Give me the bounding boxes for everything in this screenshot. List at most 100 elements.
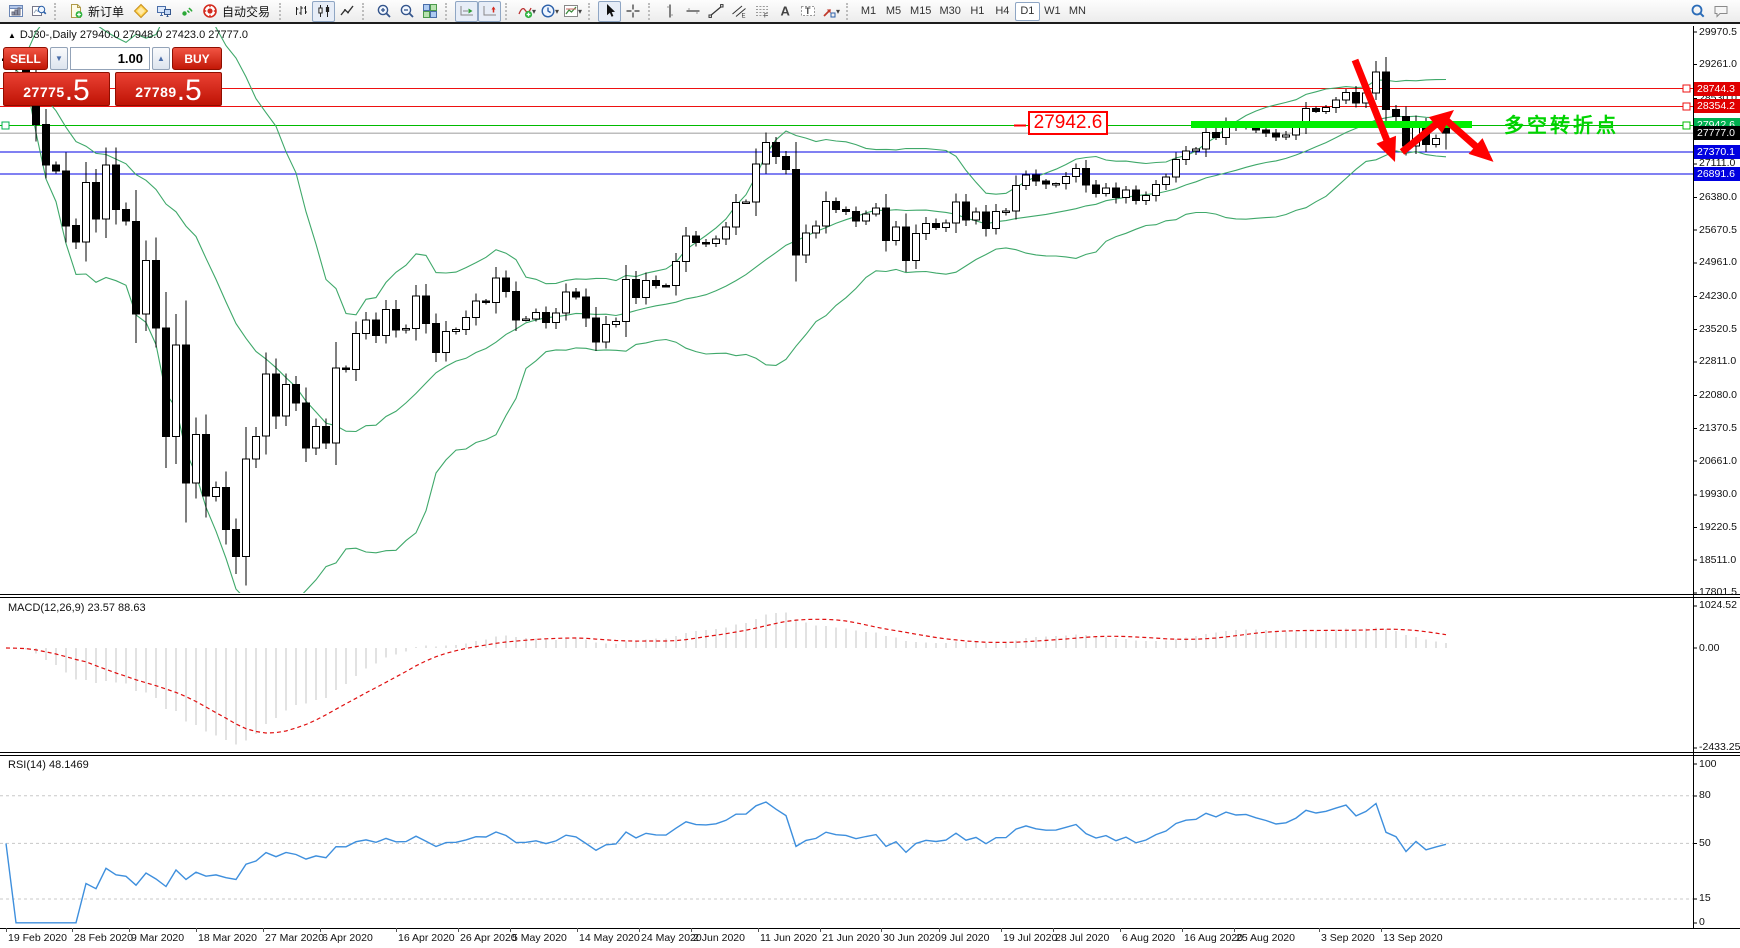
toolbar-separator <box>588 2 594 20</box>
annotation-price-label[interactable]: 27942.6 <box>1028 111 1108 135</box>
vertical-line-icon <box>666 4 673 18</box>
chevron-down-icon: ▾ <box>836 6 841 16</box>
bar-chart-icon <box>295 6 307 15</box>
shapes-button[interactable]: ▾ <box>819 1 842 22</box>
timeframe-m15-button[interactable]: M15 <box>906 2 935 21</box>
timeframe-d1-button[interactable]: D1 <box>1014 1 1040 21</box>
timeframe-m30-button[interactable]: M30 <box>935 2 964 21</box>
timeframe-m5-button[interactable]: M5 <box>881 2 906 21</box>
timeframe-w1-button[interactable]: W1 <box>1040 2 1065 21</box>
support-band[interactable] <box>1191 121 1472 128</box>
chevron-down-icon: ▾ <box>532 6 537 16</box>
volume-increase-button[interactable]: ▲ <box>152 47 170 70</box>
candlestick-chart-icon <box>317 5 329 17</box>
sell-price[interactable]: 27775.5 <box>3 72 110 106</box>
buy-price-frac: .5 <box>176 74 202 107</box>
equidistant-channel-button[interactable]: E <box>727 1 750 22</box>
buy-button[interactable]: BUY <box>172 47 222 70</box>
bar-chart-button[interactable] <box>289 1 312 22</box>
templates-icon <box>564 5 579 17</box>
candlesticks <box>2 55 1450 586</box>
new-order-label: 新订单 <box>88 4 125 19</box>
autotrading-button[interactable] <box>198 1 221 22</box>
signals-button[interactable] <box>175 1 198 22</box>
label-button[interactable]: T <box>796 1 819 22</box>
toolbar-separator <box>505 2 511 20</box>
macd-indicator-label: MACD(12,26,9) 23.57 88.63 <box>8 602 146 614</box>
line-anchor-marker[interactable] <box>1 121 10 130</box>
forecast-arrow[interactable] <box>1351 58 1494 162</box>
horizontal-level-lines[interactable] <box>0 87 1693 175</box>
text-button[interactable]: A <box>773 1 796 22</box>
mql5-market-button[interactable] <box>129 1 152 22</box>
cursor-button[interactable] <box>598 0 622 22</box>
timeframe-m1-button[interactable]: M1 <box>856 2 881 21</box>
new-order-icon <box>70 4 82 18</box>
line-anchor-marker[interactable] <box>1682 121 1691 130</box>
new-order-button[interactable] <box>64 1 87 22</box>
indicators-button[interactable]: ▾ <box>515 1 538 22</box>
toolbar-separator <box>54 2 60 20</box>
line-anchor-marker[interactable] <box>1682 102 1691 111</box>
svg-text:E: E <box>741 14 745 20</box>
auto-scroll-button[interactable] <box>455 0 479 22</box>
virtual-hosting-button[interactable] <box>152 1 175 22</box>
zoom-out-icon <box>400 4 414 18</box>
timeframe-h1-button[interactable]: H1 <box>965 2 990 21</box>
zoom-out-button[interactable] <box>395 1 418 22</box>
toolbar-separator <box>648 2 654 20</box>
zoom-in-icon <box>377 4 391 18</box>
line-chart-button[interactable] <box>335 1 358 22</box>
periods-button[interactable]: ▾ <box>538 1 561 22</box>
trendline-button[interactable] <box>704 1 727 22</box>
chart-profiles-button[interactable] <box>27 1 50 22</box>
cursor-icon <box>606 4 615 17</box>
chevron-down-icon: ▾ <box>555 6 560 16</box>
toolbar-separator <box>445 2 451 20</box>
fibonacci-button[interactable]: F <box>750 1 773 22</box>
new-chart-window-button[interactable] <box>4 1 27 22</box>
toolbar: 新订单 自动交易 ▾ ▾ ▾ E F A T ▾ M1 M5 M15 M30 H1 H4 D1 W1 MN <box>0 0 1740 24</box>
search-icon <box>1691 4 1704 18</box>
bollinger-middle-band <box>5 60 1447 433</box>
buy-price-int: 27789 <box>135 84 177 100</box>
toolbar-separator <box>846 2 852 20</box>
trendline-icon <box>708 4 724 18</box>
candlestick-chart-button[interactable] <box>312 0 336 22</box>
zoom-in-button[interactable] <box>372 1 395 22</box>
horizontal-line-icon <box>686 8 700 14</box>
line-anchor-marker[interactable] <box>1682 84 1691 93</box>
fibonacci-icon: F <box>755 6 768 20</box>
volume-decrease-button[interactable]: ▼ <box>50 47 68 70</box>
vertical-line-button[interactable] <box>658 1 681 22</box>
crosshair-icon <box>626 4 640 18</box>
virtual-hosting-icon <box>156 6 171 17</box>
chevron-down-icon: ▾ <box>578 6 583 16</box>
tile-windows-button[interactable] <box>418 1 441 22</box>
mql5-market-icon <box>133 3 148 19</box>
svg-text:A: A <box>780 4 790 19</box>
chat-button[interactable] <box>1709 1 1732 22</box>
one-click-trading-panel: SELL ▼ ▲ BUY 27775.5 27789.5 <box>3 47 222 106</box>
text-icon: A <box>780 4 790 19</box>
signals-icon <box>181 7 193 16</box>
chart-profiles-icon <box>31 5 46 16</box>
volume-input[interactable] <box>70 47 150 70</box>
timeframe-mn-button[interactable]: MN <box>1065 2 1090 21</box>
annotation-note-text[interactable]: 多空转折点 <box>1504 115 1619 137</box>
timeframe-h4-button[interactable]: H4 <box>990 2 1015 21</box>
auto-scroll-icon <box>460 6 473 16</box>
horizontal-line-button[interactable] <box>681 1 704 22</box>
sell-price-frac: .5 <box>64 74 90 107</box>
toolbar-separator <box>362 2 368 20</box>
buy-price[interactable]: 27789.5 <box>115 72 222 106</box>
chart-shift-button[interactable] <box>478 0 502 22</box>
sell-button[interactable]: SELL <box>3 47 48 70</box>
chart-window[interactable]: ▲ DJ30-,Daily 27940.0 27948.0 27423.0 277… <box>0 26 1740 948</box>
chart-canvas[interactable] <box>0 26 1740 948</box>
svg-text:F: F <box>764 13 768 20</box>
templates-button[interactable]: ▾ <box>561 1 584 22</box>
search-button[interactable] <box>1686 1 1709 22</box>
shapes-icon <box>823 9 836 18</box>
crosshair-button[interactable] <box>621 1 644 22</box>
